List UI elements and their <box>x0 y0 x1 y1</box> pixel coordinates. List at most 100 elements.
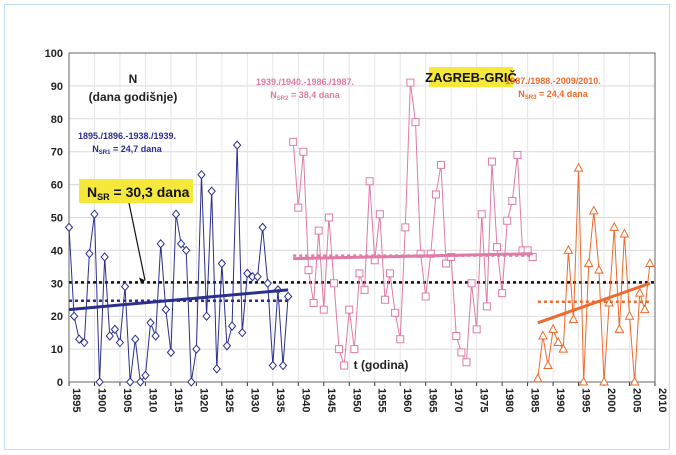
series-3-point <box>532 373 543 383</box>
series-1-point <box>207 186 216 196</box>
series-1-point <box>69 311 79 321</box>
series-1-period-label: 1895./1896.-1938./1939. <box>78 131 176 141</box>
x-tick-label: 1925 <box>223 388 235 412</box>
series-3-point <box>629 376 640 386</box>
x-tick-label: 1920 <box>197 388 209 412</box>
series-1-point <box>171 209 181 219</box>
series-2-point <box>442 259 451 268</box>
y-tick-label: 20 <box>51 311 63 323</box>
series-2-point <box>487 157 496 166</box>
mean-label-n: N <box>518 89 525 99</box>
series-2-point <box>457 348 466 357</box>
series-1-point <box>187 377 196 387</box>
mean-label-rest: = 38,4 dana <box>288 90 340 100</box>
series-1-point <box>212 364 221 374</box>
series-1-point <box>110 324 120 335</box>
overall-mean-label: NSR = 30,3 dana <box>87 184 190 202</box>
series-1-point <box>258 222 267 233</box>
series-2-point <box>294 203 303 212</box>
series-3-point <box>645 257 655 268</box>
overall-mean-sub: SR <box>97 192 110 202</box>
series-3-point <box>538 330 548 340</box>
series-2-point <box>299 147 308 156</box>
series-1-point <box>105 331 114 341</box>
series-1-point <box>268 360 277 371</box>
x-tick-label: 1930 <box>248 388 260 412</box>
series-1-point <box>131 334 140 344</box>
x-tick-label: 1965 <box>427 388 439 412</box>
y-tick-label: 40 <box>51 245 63 257</box>
series-1-point <box>217 258 227 269</box>
series-3-point <box>548 323 558 333</box>
series-2-point <box>360 285 369 294</box>
series-3-point <box>599 376 609 386</box>
series-2-point <box>355 269 364 278</box>
x-tick-label: 1895 <box>70 388 82 412</box>
series-1-point <box>85 248 94 259</box>
series-2-point <box>477 210 486 219</box>
series-2-point <box>314 226 323 235</box>
series-2-point <box>452 331 461 340</box>
overall-mean-n: N <box>87 184 97 200</box>
series-2-point <box>467 279 476 288</box>
y-tick-label: 50 <box>51 213 63 225</box>
series-2-point <box>406 78 415 87</box>
x-tick-label: 1995 <box>580 388 592 412</box>
series-2-point <box>493 243 502 252</box>
series-1-point <box>125 377 135 387</box>
series-1-point <box>238 327 247 338</box>
series-1-point <box>232 140 242 150</box>
series-1-point <box>222 341 232 351</box>
series-1-point <box>166 347 176 358</box>
series-2-point <box>462 358 471 367</box>
x-tick-label: 1940 <box>299 388 311 412</box>
x-tick-label: 1915 <box>172 388 184 412</box>
y-axis-label: N <box>129 72 138 86</box>
series-2-point <box>513 150 522 159</box>
series-2-line <box>292 82 534 366</box>
x-tick-label: 1960 <box>401 388 413 412</box>
x-axis-label: t (godina) <box>354 358 409 372</box>
x-tick-label: 2010 <box>656 388 668 412</box>
series-2-point <box>436 160 445 169</box>
series-2-point <box>319 305 328 314</box>
series-2-point <box>411 118 420 127</box>
series-1-point <box>136 377 145 387</box>
series-2-point <box>386 269 395 278</box>
series-3-mean-label: NSR3 = 24,4 dana <box>518 89 588 101</box>
series-3-point <box>594 264 604 274</box>
annotations: N (dana godišnje) t (godina) ZAGREB-GRIČ 189… <box>78 67 601 372</box>
series-3-point <box>563 244 574 254</box>
series-2-point <box>498 289 507 298</box>
x-tick-label: 1955 <box>376 388 388 412</box>
series-2-point <box>335 345 344 354</box>
x-tick-label: 1935 <box>274 388 286 412</box>
series-3-trend-line <box>537 281 651 325</box>
series-1-point <box>115 337 125 348</box>
series-2-point <box>289 137 298 146</box>
y-tick-label: 80 <box>51 114 63 126</box>
series-1-point <box>202 311 211 321</box>
y-tick-label: 30 <box>51 278 63 290</box>
series-1-point <box>80 337 89 348</box>
series-1-point <box>283 291 293 302</box>
chart-svg: 0 10 20 30 40 50 60 70 80 90 100 1895 1900 1905 1910 19… <box>45 48 668 412</box>
series-3-point <box>609 221 620 231</box>
mean-label-sub: SR3 <box>525 95 537 101</box>
x-tick-label: 1975 <box>478 388 490 412</box>
y-tick-label: 60 <box>51 180 63 192</box>
series-2-point <box>396 335 405 344</box>
series-3-point <box>558 343 569 353</box>
y-axis-label-2: (dana godišnje) <box>89 90 178 104</box>
series-2-point <box>304 266 313 275</box>
series-1-point <box>75 334 84 344</box>
mean-label-sub: SR1 <box>99 150 111 156</box>
series-2-point <box>421 292 430 301</box>
series-1-point <box>64 222 74 233</box>
series-1-point <box>263 278 272 289</box>
y-tick-label: 90 <box>51 81 63 93</box>
series-1-point <box>197 169 206 180</box>
series-2-point <box>391 308 400 317</box>
series-1-point <box>156 239 165 249</box>
y-tick-label: 10 <box>51 344 63 356</box>
